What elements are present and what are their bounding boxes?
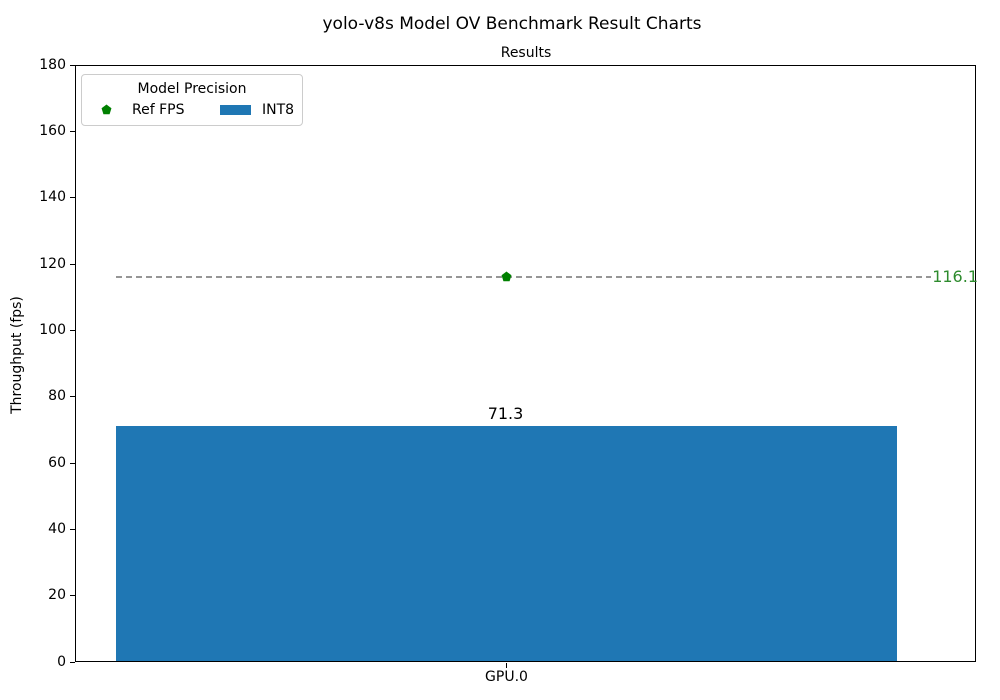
x-tick-label: GPU.0 (485, 669, 528, 685)
axes-title: Results (500, 45, 552, 61)
y-tick-label: 80 (48, 388, 66, 405)
y-tick-mark (70, 64, 75, 66)
legend-swatch-int8 (220, 105, 251, 115)
y-tick-label: 20 (48, 587, 66, 604)
y-tick-mark (70, 462, 75, 464)
y-tick-label: 100 (39, 321, 66, 338)
y-tick-label: 60 (48, 454, 66, 471)
figure-title: yolo-v8s Model OV Benchmark Result Chart… (322, 14, 702, 34)
y-tick-mark (70, 329, 75, 331)
y-tick-mark (70, 528, 75, 530)
y-tick-label: 40 (48, 520, 66, 537)
y-tick-label: 140 (39, 189, 66, 206)
y-tick-mark (70, 197, 75, 199)
reference-dashed-line (116, 276, 931, 278)
y-tick-mark (70, 661, 75, 663)
legend: Model Precision Ref FPS INT8 (81, 74, 303, 126)
y-tick-mark (70, 130, 75, 132)
y-tick-label: 0 (57, 653, 66, 670)
ref-fps-pentagon-icon (501, 271, 511, 282)
y-tick-label: 180 (39, 56, 66, 73)
legend-label-int8: INT8 (262, 102, 295, 118)
legend-label-ref-fps: Ref FPS (132, 102, 185, 118)
x-tick-mark (506, 663, 507, 668)
legend-title: Model Precision (137, 81, 247, 97)
legend-pentagon-icon (101, 104, 112, 115)
y-tick-label: 160 (39, 122, 66, 139)
ref-value-label: 116.1 (932, 266, 978, 286)
bar-value-label: 71.3 (487, 403, 524, 423)
y-tick-mark (70, 263, 75, 265)
y-tick-mark (70, 396, 75, 398)
y-tick-mark (70, 595, 75, 597)
bar-int8 (116, 425, 897, 661)
y-tick-label: 120 (39, 255, 66, 272)
